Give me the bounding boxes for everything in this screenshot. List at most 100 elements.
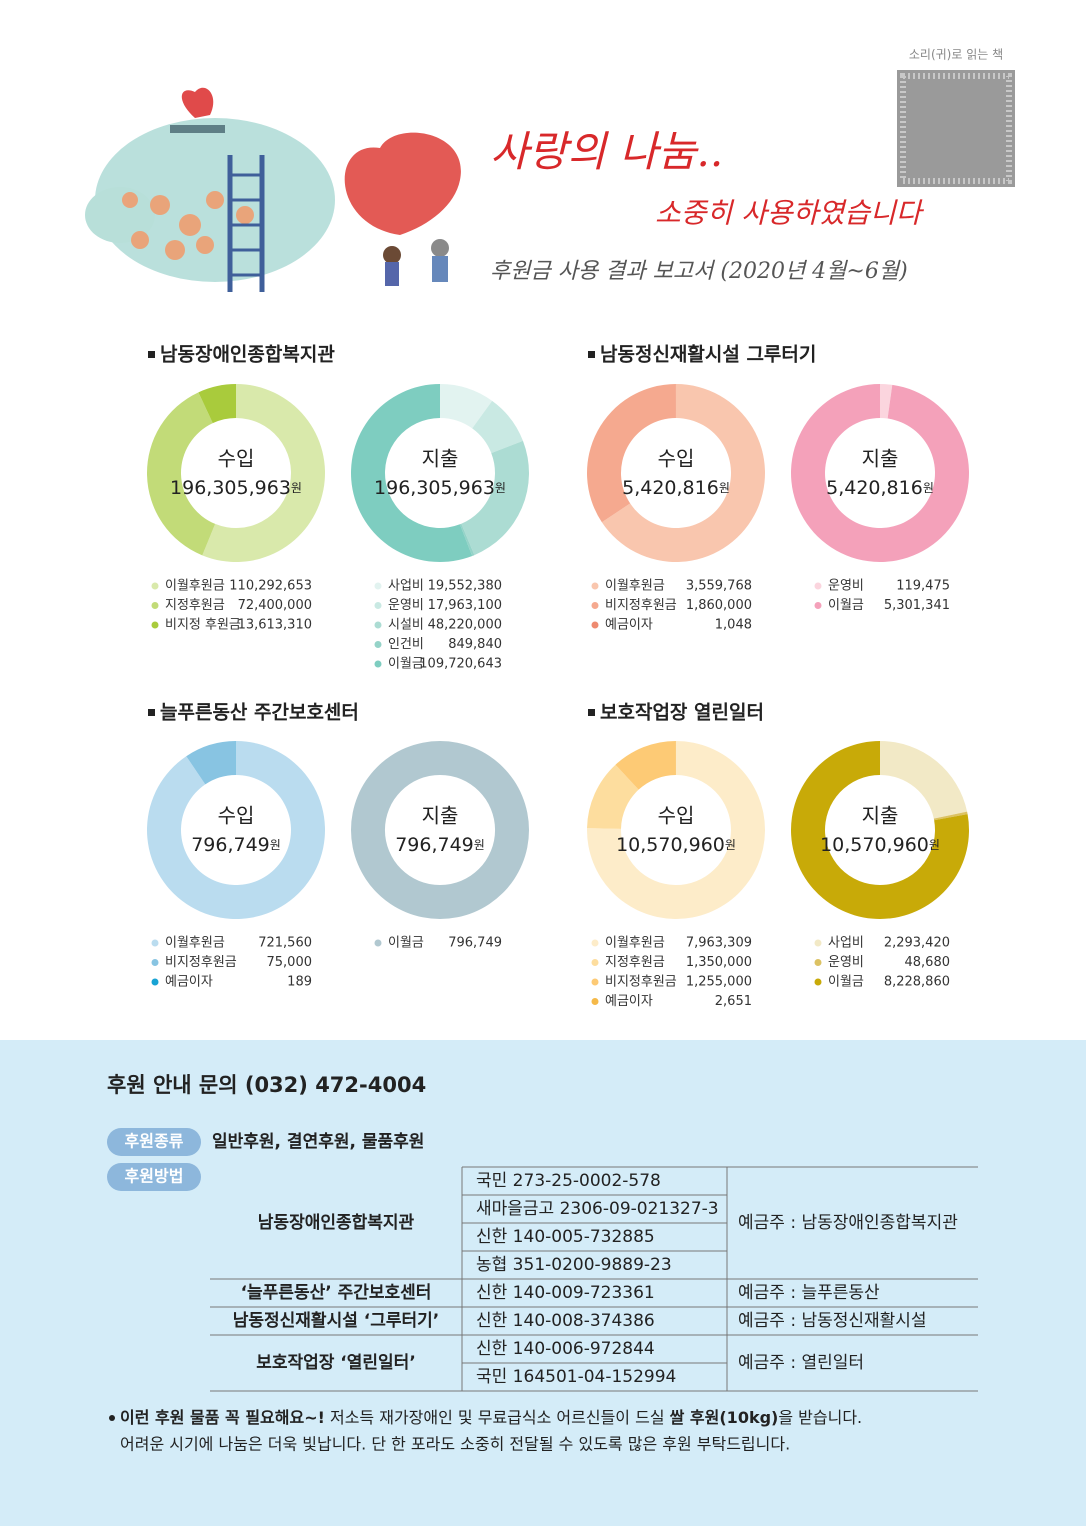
donut-slice — [615, 741, 676, 790]
center-total: 796,749원 — [191, 834, 281, 856]
legend-value: 72,400,000 — [238, 598, 312, 613]
legend-label: 비지정후원금 — [605, 598, 677, 613]
legend-value: 1,255,000 — [686, 975, 752, 990]
legend-dot — [374, 939, 382, 947]
donut-slice — [146, 741, 325, 919]
legend-value: 109,720,643 — [419, 657, 502, 672]
legend-label: 이월후원금 — [605, 936, 665, 951]
center-total: 5,420,816원 — [622, 477, 730, 499]
legend-label: 지정후원금 — [165, 598, 225, 613]
donut-slice — [351, 741, 529, 919]
center-label: 지출 — [862, 804, 899, 828]
account-number: 국민 273-25-0002-578 — [476, 1171, 661, 1191]
legend-dot — [814, 602, 822, 609]
center-total: 196,305,963원 — [374, 477, 506, 499]
legend-value: 721,560 — [258, 936, 312, 951]
donut-slice — [461, 440, 529, 556]
unit: 원 — [474, 838, 485, 852]
legend-dot — [374, 660, 382, 668]
legend-label: 운영비 — [828, 955, 864, 970]
account-number: 신한 140-006-972844 — [476, 1339, 655, 1359]
legend-label: 예금이자 — [605, 994, 653, 1009]
legend-dot — [814, 939, 822, 947]
legend-dot — [151, 582, 159, 590]
center-total: 196,305,963원 — [170, 477, 302, 499]
legend-dot — [151, 602, 159, 609]
total: 196,305,963 — [374, 477, 495, 499]
support-kinds: 일반후원, 결연후원, 물품후원 — [212, 1131, 424, 1152]
legend-value: 19,552,380 — [428, 579, 502, 594]
badge — [107, 1128, 201, 1156]
total: 10,570,960 — [616, 834, 725, 856]
legend-label: 운영비 — [388, 598, 424, 613]
contact: 후원 안내 문의 (032) 472-4004 — [107, 1073, 426, 1097]
total: 5,420,816 — [826, 477, 923, 499]
legend-label: 이월금 — [828, 975, 864, 990]
org-name: ‘늘푸른동산’ 주간보호센터 — [241, 1283, 432, 1303]
legend-dot — [591, 978, 599, 986]
donut-slice — [933, 811, 968, 821]
donut-slice — [790, 384, 969, 563]
legend-dot — [814, 978, 822, 986]
legend-dot — [814, 959, 822, 966]
donut-slice — [472, 400, 523, 454]
donut-slice — [440, 384, 493, 429]
account-holder: 예금주 : 남동정신재활시설 — [738, 1311, 927, 1331]
center-total: 796,749원 — [395, 834, 485, 856]
center-label: 수입 — [658, 804, 695, 828]
badge-label: 후원방법 — [125, 1167, 184, 1186]
donut-slice — [202, 384, 326, 562]
legend-value: 2,651 — [715, 994, 752, 1009]
account-number: 신한 140-009-723361 — [476, 1283, 655, 1303]
total: 796,749 — [191, 834, 270, 856]
legend-label: 이월금 — [388, 657, 424, 672]
donut-slice — [186, 741, 236, 785]
legend-dot — [374, 582, 382, 590]
account-holder: 예금주 : 늘푸른동산 — [738, 1283, 880, 1303]
section-title: 남동장애인종합복지관 — [160, 344, 335, 366]
legend-dot — [591, 582, 599, 590]
bullet — [148, 709, 155, 716]
legend-value: 1,860,000 — [686, 598, 752, 613]
report-title: 후원금 사용 결과 보고서 (2020년 4월~6월) — [490, 259, 908, 284]
legend-value: 13,613,310 — [238, 618, 312, 633]
legend-label: 운영비 — [828, 579, 864, 594]
donut-slice — [147, 392, 216, 556]
legend-label: 비지정후원금 — [605, 975, 677, 990]
unit: 원 — [719, 481, 730, 495]
legend-value: 1,350,000 — [686, 955, 752, 970]
bullet — [588, 709, 595, 716]
legend-dot — [374, 602, 382, 609]
note: 이런 후원 물품 꼭 필요해요~! 저소득 재가장애인 및 무료급식소 어르신들… — [120, 1408, 862, 1427]
center-total: 5,420,816원 — [826, 477, 934, 499]
support-panel — [0, 1040, 1086, 1526]
section-title: 늘푸른동산 주간보호센터 — [160, 702, 359, 724]
unit: 원 — [923, 481, 934, 495]
unit: 원 — [270, 838, 281, 852]
legend-dot — [814, 582, 822, 590]
org-name: 남동장애인종합복지관 — [258, 1212, 415, 1233]
note-line: 어려운 시기에 나눔은 더욱 빛납니다. 단 한 포라도 소중히 전달될 수 있… — [120, 1435, 790, 1454]
center-label: 수입 — [218, 447, 255, 471]
legend-label: 시설비 — [388, 618, 424, 633]
donut-slice — [601, 384, 765, 562]
legend-label: 예금이자 — [605, 618, 653, 633]
legend-value: 1,048 — [715, 618, 752, 633]
legend-dot — [151, 939, 159, 947]
donut-slice — [880, 741, 968, 819]
legend-value: 17,963,100 — [428, 598, 502, 613]
legend-label: 비지정 후원금 — [165, 618, 241, 633]
legend-label: 사업비 — [388, 579, 424, 594]
donut-slice — [791, 741, 969, 919]
center-label: 수입 — [218, 804, 255, 828]
section-title: 남동정신재활시설 그루터기 — [600, 344, 816, 366]
legend-label: 이월후원금 — [165, 936, 225, 951]
donut-slice — [459, 523, 475, 556]
center-total: 10,570,960원 — [820, 834, 940, 856]
account-table: 국민 273-25-0002-578 새마을금고 2306-09-021327-3… — [210, 1166, 978, 1392]
title: 사랑의 나눔.. — [490, 127, 723, 176]
legend-value: 7,963,309 — [686, 936, 752, 951]
legend-value: 5,301,341 — [884, 598, 950, 613]
